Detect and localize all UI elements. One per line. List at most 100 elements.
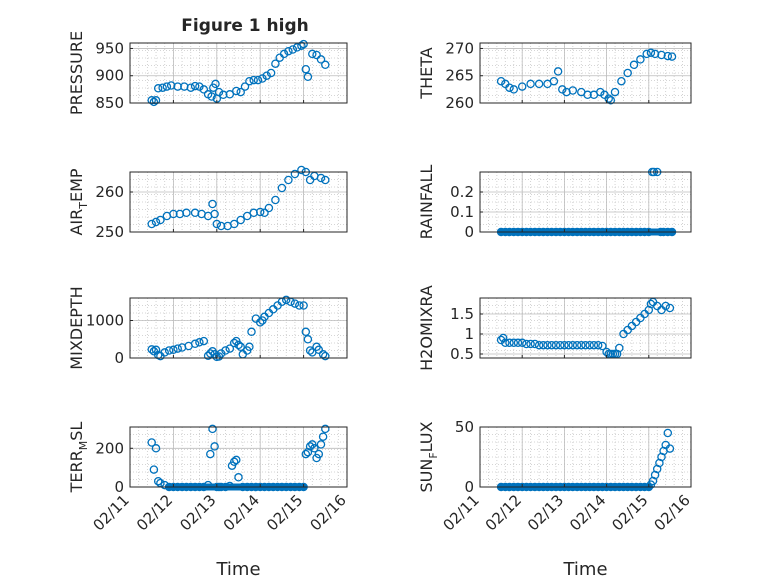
- data-point: [581, 340, 590, 350]
- data-point: [513, 338, 523, 348]
- y-tick-label: 0: [114, 349, 124, 367]
- y-tick-label: 950: [95, 39, 124, 57]
- x-tick-label: 02/14: [220, 491, 263, 534]
- x-tick-label: 02/11: [90, 491, 133, 534]
- data-point: [151, 96, 161, 105]
- axes-box: [479, 42, 692, 104]
- data-point: [164, 346, 174, 355]
- data-point: [151, 345, 161, 355]
- y-tick-label: 260: [445, 94, 474, 112]
- data-point: [665, 444, 675, 453]
- data-point: [496, 76, 506, 86]
- axes-box: [479, 171, 692, 233]
- data-point: [255, 318, 265, 327]
- data-point: [151, 217, 161, 227]
- data-point: [151, 444, 161, 453]
- y-axis-label: RAINFALL: [417, 165, 436, 240]
- data-point: [169, 345, 178, 355]
- y-tick-label: 250: [95, 223, 124, 241]
- data-point: [617, 76, 626, 86]
- x-tick-label: 02/12: [133, 491, 176, 534]
- data-point: [549, 76, 559, 86]
- data-point: [539, 340, 548, 350]
- figure-title: Figure 1 high: [181, 16, 309, 36]
- data-point: [236, 342, 245, 352]
- data-point: [234, 473, 243, 482]
- data-point: [305, 346, 315, 355]
- data-point: [321, 351, 330, 361]
- data-point: [305, 442, 315, 451]
- data-point: [249, 75, 258, 85]
- data-point: [271, 59, 280, 68]
- data-point: [629, 60, 639, 70]
- data-point: [606, 96, 616, 105]
- data-point: [225, 90, 235, 99]
- data-point: [663, 51, 673, 61]
- data-point: [147, 345, 156, 354]
- data-point: [297, 165, 306, 175]
- data-point: [593, 340, 603, 350]
- data-point: [301, 64, 311, 74]
- data-point: [646, 48, 656, 58]
- y-tick-label: 265: [445, 67, 474, 85]
- x-tick-label: 02/13: [176, 491, 219, 534]
- panel-h2omixra: 0.5 1 1.5 H2OMIXRA: [417, 285, 692, 371]
- data-point: [316, 440, 326, 449]
- data-point: [568, 340, 578, 350]
- y-tick-label: 0: [114, 478, 124, 496]
- data-point: [255, 207, 265, 217]
- data-point: [667, 52, 677, 61]
- data-point: [147, 438, 156, 447]
- data-point: [650, 49, 660, 59]
- y-tick-label: 0.5: [450, 345, 474, 363]
- data-point: [642, 49, 651, 59]
- y-tick-label: 200: [95, 439, 124, 457]
- data-point: [564, 340, 573, 350]
- data-point: [598, 341, 607, 351]
- data-point: [236, 215, 245, 225]
- data-point: [190, 339, 200, 349]
- data-point: [173, 344, 182, 353]
- data-point: [229, 338, 239, 348]
- y-tick-label: 0: [464, 223, 474, 241]
- axes-box: [479, 297, 692, 359]
- data-point: [522, 339, 531, 349]
- data-point: [279, 49, 289, 59]
- data-point: [661, 301, 670, 311]
- data-point: [262, 71, 271, 80]
- data-point: [232, 455, 241, 465]
- data-point: [301, 449, 311, 459]
- data-point: [517, 82, 527, 91]
- minor-grid: [129, 427, 348, 487]
- data-point: [281, 295, 291, 305]
- data-point: [604, 94, 613, 103]
- data-point: [560, 340, 569, 350]
- data-point: [534, 340, 544, 350]
- data-point: [158, 83, 167, 92]
- y-axis-label: SUNFLUX: [417, 421, 440, 492]
- data-point: [195, 82, 204, 91]
- data-point: [301, 327, 311, 337]
- data-point: [568, 86, 578, 95]
- data-point: [663, 428, 673, 438]
- axes-box: [479, 426, 692, 488]
- data-point: [186, 83, 196, 92]
- data-point: [316, 173, 326, 183]
- data-point: [147, 219, 156, 229]
- data-point: [147, 96, 156, 105]
- data-point: [236, 87, 245, 97]
- data-point: [266, 68, 276, 78]
- data-point: [558, 85, 567, 94]
- data-point: [225, 344, 235, 353]
- y-tick-label: 1.5: [450, 305, 474, 323]
- data-point: [149, 465, 159, 474]
- data-point: [206, 349, 215, 358]
- panel-air_temp: 250 260 AIRTEMP: [67, 165, 348, 241]
- data-point: [288, 45, 298, 54]
- data-point: [543, 340, 552, 350]
- data-point: [277, 183, 287, 193]
- axes-box: [129, 42, 348, 104]
- data-point: [207, 92, 216, 101]
- data-point: [232, 86, 241, 96]
